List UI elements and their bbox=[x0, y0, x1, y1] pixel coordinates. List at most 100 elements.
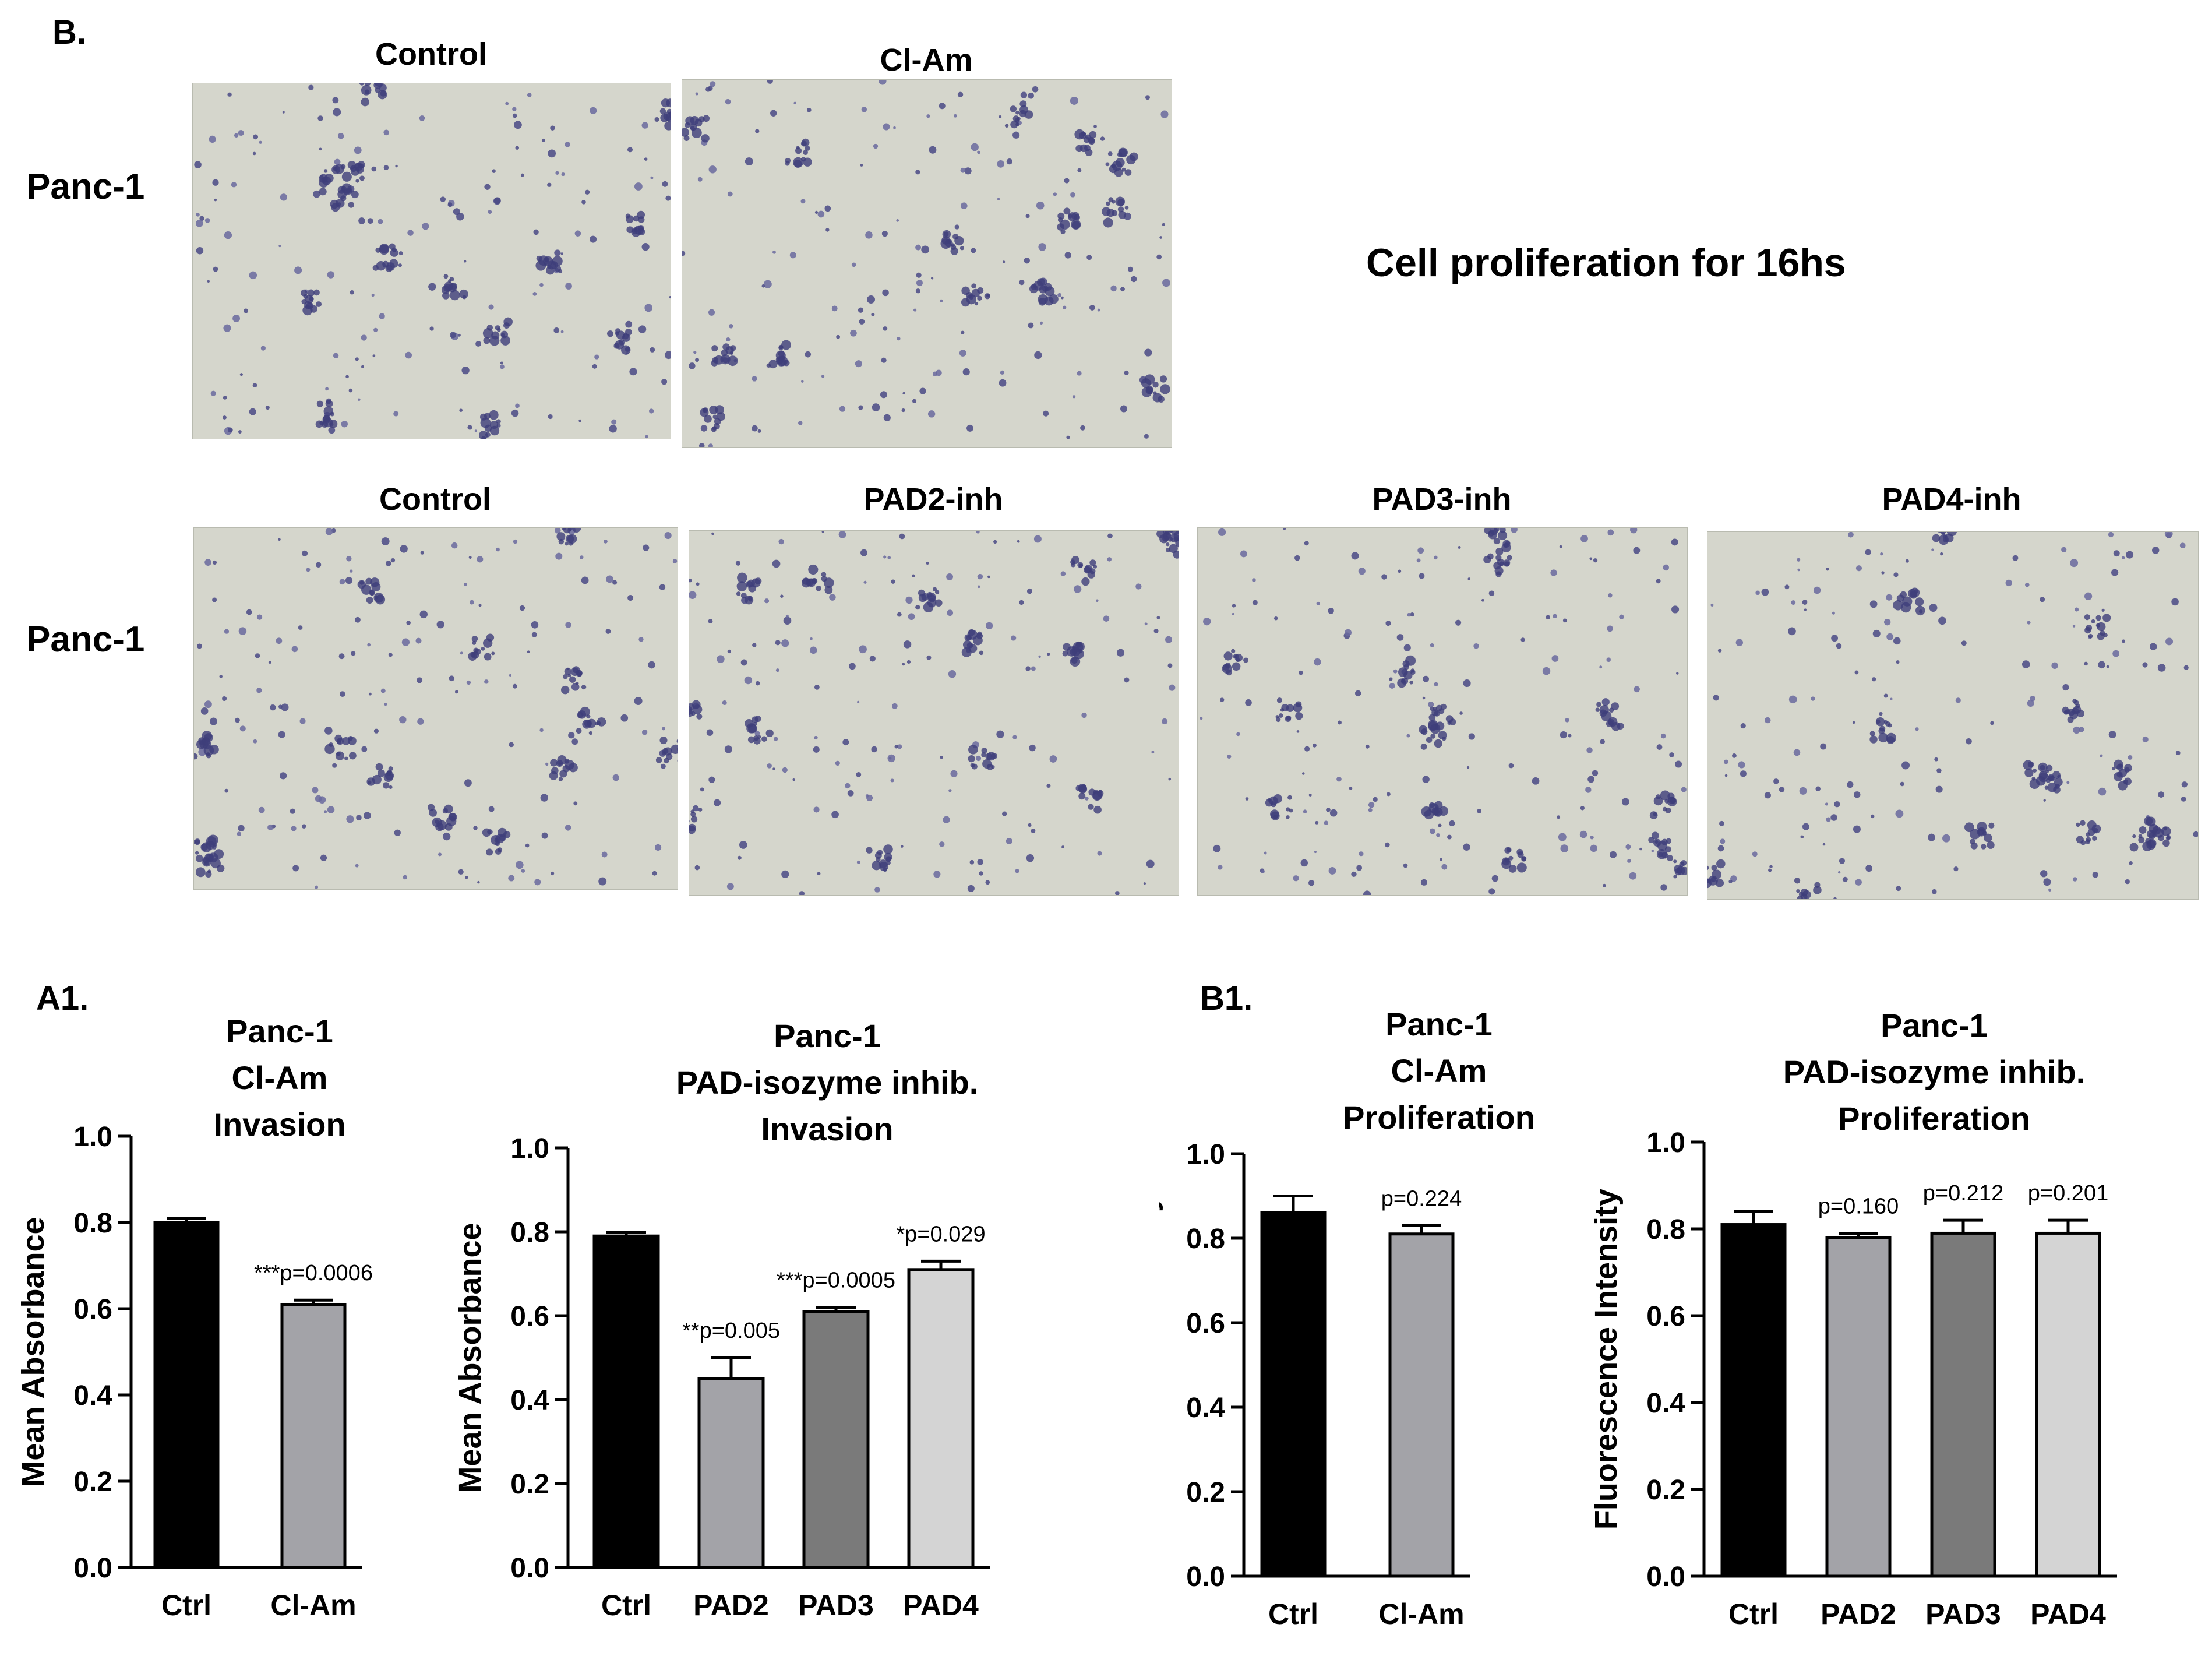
cell-dot bbox=[1834, 801, 1840, 808]
cell-dot bbox=[1283, 528, 1286, 530]
cell-dot bbox=[1299, 670, 1303, 675]
cell-dot bbox=[2125, 879, 2130, 885]
cell-dot bbox=[565, 622, 571, 628]
cell-dot bbox=[1006, 838, 1012, 845]
cell-dot bbox=[1218, 528, 1226, 536]
cell-cluster bbox=[2165, 836, 2171, 841]
cell-dot bbox=[196, 220, 203, 227]
cell-dot bbox=[478, 604, 482, 607]
cell-dot bbox=[328, 427, 336, 434]
cell-cluster bbox=[1434, 739, 1442, 748]
cell-dot bbox=[856, 771, 862, 777]
cell-dot bbox=[440, 196, 446, 202]
cell-dot bbox=[332, 763, 337, 768]
cell-dot bbox=[1213, 844, 1221, 852]
cell-cluster bbox=[654, 117, 659, 122]
cell-dot bbox=[1019, 600, 1024, 605]
cell-cluster bbox=[199, 739, 209, 749]
cell-dot bbox=[1093, 125, 1097, 128]
cell-dot bbox=[939, 299, 943, 302]
cell-dot bbox=[873, 143, 879, 149]
cell-cluster bbox=[722, 357, 729, 364]
cell-dot bbox=[1820, 743, 1827, 750]
cell-dot bbox=[2043, 799, 2046, 802]
cell-dot bbox=[1797, 568, 1800, 572]
cell-cluster bbox=[1661, 852, 1668, 859]
cell-cluster bbox=[952, 233, 959, 240]
cell-dot bbox=[227, 427, 233, 433]
cell-cluster bbox=[915, 604, 920, 610]
cell-dot bbox=[541, 832, 548, 839]
cell-cluster bbox=[666, 98, 671, 108]
cell-dot bbox=[977, 585, 980, 589]
cell-dot bbox=[1629, 872, 1637, 880]
cell-cluster bbox=[1112, 199, 1116, 204]
cell-cluster bbox=[1430, 706, 1434, 711]
cell-dot bbox=[1038, 243, 1046, 251]
cell-cluster bbox=[933, 587, 937, 591]
cell-dot bbox=[550, 871, 555, 876]
cell-dot bbox=[1081, 712, 1087, 718]
cell-dot bbox=[883, 326, 888, 331]
cell-cluster bbox=[388, 766, 393, 771]
chart2-title-line2: PAD-isozyme inhib. bbox=[676, 1064, 979, 1101]
cell-dot bbox=[268, 660, 272, 664]
cell-dot bbox=[260, 346, 266, 351]
cell-dot bbox=[641, 729, 648, 735]
cell-cluster bbox=[491, 651, 495, 656]
cell-dot bbox=[612, 774, 619, 781]
cell-dot bbox=[1467, 577, 1471, 580]
cell-dot bbox=[728, 323, 733, 329]
cell-cluster bbox=[671, 744, 678, 755]
cell-dot bbox=[477, 556, 484, 563]
cell-dot bbox=[533, 229, 539, 235]
cell-dot bbox=[1156, 616, 1160, 620]
x-tick-label: Cl-Am bbox=[270, 1589, 356, 1622]
cell-cluster bbox=[366, 597, 373, 604]
cell-dot bbox=[817, 210, 825, 218]
cell-dot bbox=[334, 158, 341, 165]
cell-dot bbox=[1351, 871, 1357, 878]
cell-cluster bbox=[337, 739, 341, 744]
cell-cluster bbox=[747, 736, 755, 744]
cell-cluster bbox=[2035, 776, 2046, 786]
cell-dot bbox=[1020, 91, 1028, 98]
cell-cluster bbox=[1162, 535, 1169, 542]
cell-dot bbox=[1931, 889, 1937, 894]
cell-cluster bbox=[795, 147, 802, 154]
cell-cluster bbox=[1667, 855, 1674, 862]
chart4-title-line1: Panc-1 bbox=[1881, 1007, 1988, 1044]
cell-dot bbox=[298, 625, 303, 630]
cell-dot bbox=[1883, 618, 1891, 626]
cell-dot bbox=[708, 619, 713, 623]
cell-cluster bbox=[355, 179, 359, 183]
y-axis-label: Fluorescence Intensity bbox=[1589, 1189, 1624, 1530]
cell-dot bbox=[361, 334, 367, 341]
cell-dot bbox=[627, 595, 634, 601]
cell-cluster bbox=[1158, 396, 1165, 403]
cell-cluster bbox=[1430, 734, 1436, 739]
cell-dot bbox=[1422, 696, 1426, 700]
cell-dot bbox=[1473, 643, 1479, 649]
cell-dot bbox=[887, 754, 895, 763]
cell-dot bbox=[253, 739, 257, 744]
chart1-title: Panc-1 Cl-Am Invasion bbox=[163, 1008, 396, 1148]
cell-dot bbox=[1389, 683, 1395, 689]
cell-dot bbox=[897, 612, 902, 617]
cell-dot bbox=[350, 290, 354, 295]
cell-dot bbox=[1316, 601, 1320, 605]
cell-cluster bbox=[950, 247, 958, 255]
cell-dot bbox=[367, 643, 371, 647]
cell-cluster bbox=[1156, 531, 1165, 538]
cell-cluster bbox=[1166, 548, 1171, 552]
cell-dot bbox=[1660, 733, 1666, 739]
cell-dot bbox=[512, 107, 517, 111]
cell-dot bbox=[388, 653, 393, 657]
cell-dot bbox=[1120, 287, 1125, 292]
cell-cluster bbox=[2102, 614, 2111, 622]
cell-dot bbox=[1879, 711, 1883, 716]
cell-dot bbox=[512, 683, 517, 689]
cell-dot bbox=[1663, 564, 1670, 571]
cell-cluster bbox=[1814, 882, 1821, 888]
cell-cluster bbox=[979, 650, 984, 656]
